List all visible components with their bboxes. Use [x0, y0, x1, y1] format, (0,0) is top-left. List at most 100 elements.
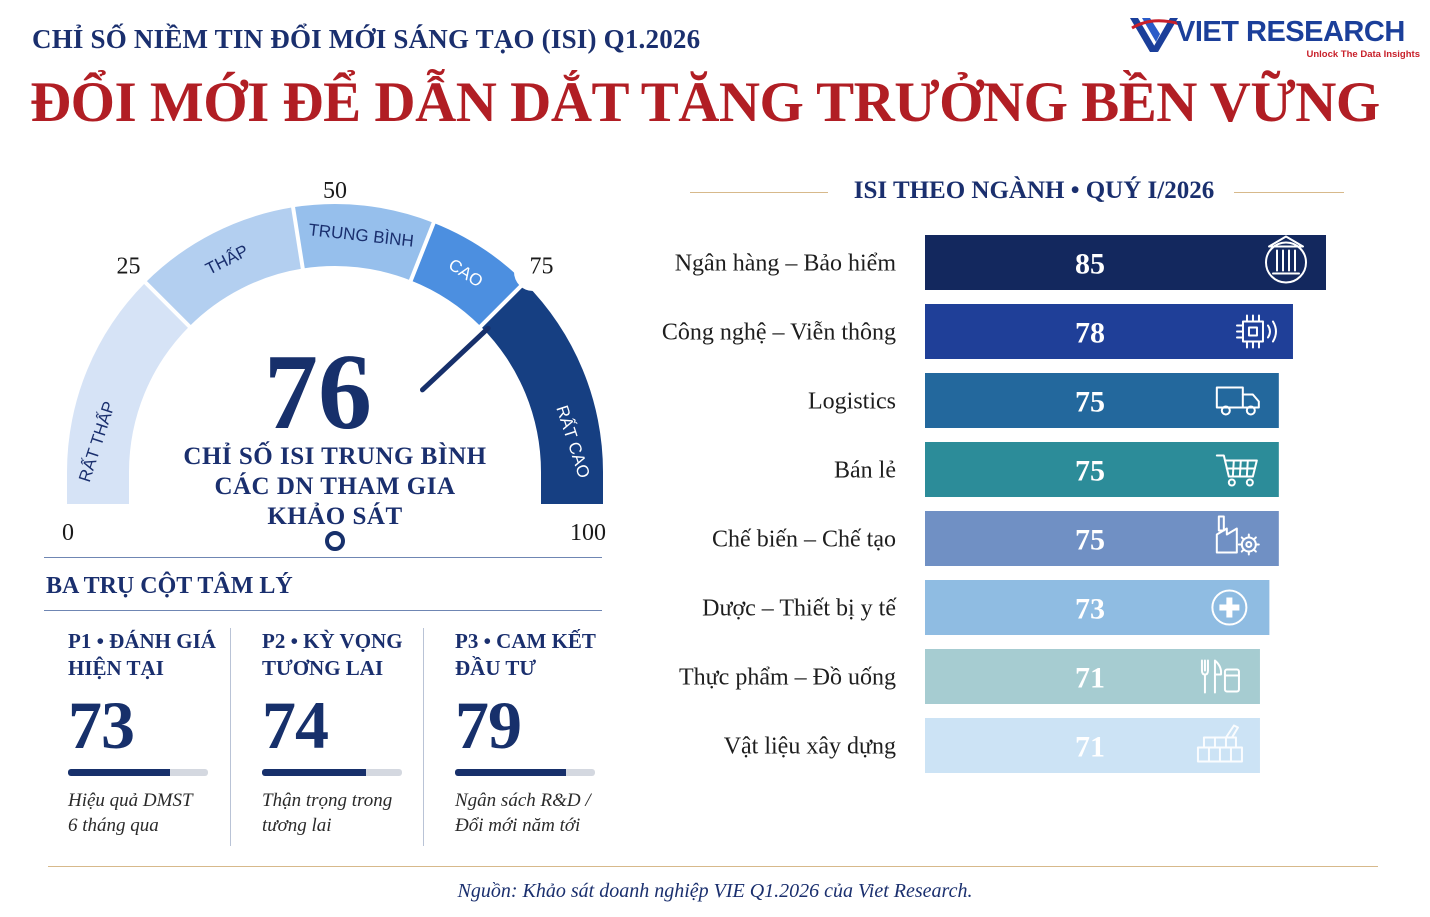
pillar-label: P2 • KỲ VỌNG TƯƠNG LAI: [262, 628, 430, 682]
bar-value-label: 78: [1075, 317, 1105, 350]
chip-icon: [1235, 314, 1277, 349]
gauge-band-0: [67, 282, 190, 504]
gauge-tick-halo: [513, 253, 552, 292]
bar-row: Công nghệ – Viễn thông 78: [662, 304, 1293, 359]
cart-icon: [1215, 454, 1258, 487]
pillar-note: Thận trọng trong tương lai: [262, 788, 392, 838]
gauge-tick-50: 50: [323, 178, 347, 204]
gauge-band-separator: [478, 280, 527, 329]
gauge-band-3: [410, 222, 525, 327]
bar: [925, 442, 1279, 497]
gauge-description-line-3: KHẢO SÁT: [267, 502, 402, 530]
factory-icon: [1215, 515, 1260, 556]
bar-row: Ngân hàng – Bảo hiểm 85: [675, 235, 1326, 290]
section-divider: [44, 557, 602, 558]
gauge-band-separator: [408, 221, 436, 283]
pillar-divider: [230, 628, 231, 846]
bar-category-label: Logistics: [808, 389, 896, 415]
bar-value-label: 75: [1075, 386, 1105, 419]
gauge-value: 76: [264, 333, 372, 452]
bar-value-label: 75: [1075, 524, 1105, 557]
bar-category-label: Bán lẻ: [834, 458, 896, 484]
gauge-band-2: [293, 204, 434, 281]
pillar-note-line-2: tương lai: [262, 815, 332, 836]
pillar-label-line-1: P2 • KỲ VỌNG: [262, 629, 403, 653]
pillar-note: Hiệu quả DMST 6 tháng qua: [68, 788, 193, 838]
pillar-1: P1 • ĐÁNH GIÁ HIỆN TẠI 73 Hiệu quả DMST 6 th…: [68, 628, 236, 848]
sector-title-rule-left: [690, 192, 828, 193]
sector-title-rule-right: [1234, 192, 1344, 193]
bricks-icon: [1196, 724, 1243, 763]
logo: VIET RESEARCH Unlock The Data Insights: [1128, 12, 1424, 62]
pillar-progress-fill: [455, 769, 566, 776]
pillar-divider: [423, 628, 424, 846]
gauge-description-line-1: CHỈ SỐ ISI TRUNG BÌNH: [183, 441, 486, 470]
gauge-marker-dot: [325, 531, 345, 551]
gauge-band-separator: [290, 205, 305, 270]
pillar-note: Ngân sách R&D / Đổi mới năm tới: [455, 788, 591, 838]
bar: [925, 304, 1293, 359]
logo-tagline: Unlock The Data Insights: [1306, 49, 1421, 60]
bar-row: Dược – Thiết bị y tế 73: [702, 580, 1270, 635]
bar: [925, 373, 1279, 428]
pillar-progress-track: [68, 769, 208, 776]
gauge-tick-25: 25: [117, 254, 141, 280]
bar-category-label: Dược – Thiết bị y tế: [702, 596, 897, 622]
gauge-tick-100: 100: [570, 520, 606, 546]
pillar-value: 79: [455, 687, 522, 763]
pillar-label-line-2: TƯƠNG LAI: [262, 656, 384, 680]
bar: [925, 235, 1326, 290]
pillar-value: 74: [262, 687, 329, 763]
truck-icon: [1215, 386, 1260, 416]
gauge-bands: [67, 204, 603, 504]
pillar-3: P3 • CAM KẾT ĐẦU TƯ 79 Ngân sách R&D / Đổi m…: [455, 628, 623, 848]
fork-cup-icon: [1200, 659, 1240, 694]
pillar-note-line-1: Thận trọng trong: [262, 790, 393, 811]
gauge-needle: [419, 325, 491, 393]
pillar-label-line-1: P1 • ĐÁNH GIÁ: [68, 629, 216, 653]
gauge-tick-75: 75: [529, 254, 553, 280]
logo-v-icon: [1130, 18, 1181, 52]
kicker-title: CHỈ SỐ NIỀM TIN ĐỔI MỚI SÁNG TẠO (ISI) Q…: [32, 24, 701, 54]
pillars-title-rule: [44, 610, 602, 611]
pillar-note-line-2: 6 tháng qua: [68, 815, 159, 836]
bar-value-label: 73: [1075, 593, 1105, 626]
bar: [925, 511, 1279, 566]
headline: ĐỔI MỚI ĐỂ DẪN DẮT TĂNG TRƯỞNG BỀN VỮNG: [30, 71, 1380, 134]
bar-row: Vật liệu xây dựng 71: [724, 718, 1260, 773]
bar-value-label: 75: [1075, 455, 1105, 488]
bank-icon: [1265, 235, 1307, 284]
pillar-progress-track: [262, 769, 402, 776]
pillar-label-line-1: P3 • CAM KẾT: [455, 629, 596, 653]
bar-category-label: Công nghệ – Viễn thông: [662, 320, 896, 346]
pillar-note-line-2: Đổi mới năm tới: [455, 815, 581, 836]
bar-value-label: 71: [1075, 662, 1105, 695]
pillar-progress-track: [455, 769, 595, 776]
bar-category-label: Ngân hàng – Bảo hiểm: [675, 251, 897, 277]
footer-rule: [48, 866, 1378, 867]
pillar-note-line-1: Ngân sách R&D /: [455, 790, 591, 811]
gauge-description-line-2: CÁC DN THAM GIA: [214, 472, 455, 500]
pillar-label: P1 • ĐÁNH GIÁ HIỆN TẠI: [68, 628, 236, 682]
bar-row: Thực phẩm – Đồ uống 71: [679, 649, 1260, 704]
pillars-title: BA TRỤ CỘT TÂM LÝ: [46, 573, 293, 599]
pillar-label-line-2: HIỆN TẠI: [68, 656, 164, 680]
gauge-band-separator: [143, 280, 192, 329]
bar-category-label: Vật liệu xây dựng: [724, 734, 896, 760]
gauge-tick-labels: 0 25 50 75 100: [62, 178, 606, 546]
pillar-2: P2 • KỲ VỌNG TƯƠNG LAI 74 Thận trọng trong t…: [262, 628, 430, 848]
pillar-progress-fill: [262, 769, 366, 776]
sector-chart-title: ISI THEO NGÀNH • QUÝ I/2026: [853, 177, 1215, 204]
pillar-note-line-1: Hiệu quả DMST: [68, 790, 193, 811]
bar-value-label: 71: [1075, 731, 1105, 764]
bar-row: Chế biến – Chế tạo 75: [712, 511, 1279, 566]
bar-category-label: Chế biến – Chế tạo: [712, 527, 896, 553]
sector-bar-chart: Ngân hàng – Bảo hiểm 85 Công nghệ – Viễn t…: [662, 235, 1326, 773]
logo-wordmark: VIET RESEARCH: [1176, 16, 1405, 48]
bar-category-label: Thực phẩm – Đồ uống: [679, 665, 896, 691]
gauge-tick-0: 0: [62, 520, 74, 546]
pillar-label: P3 • CAM KẾT ĐẦU TƯ: [455, 628, 623, 682]
source-note: Nguồn: Khảo sát doanh nghiệp VIE Q1.2026…: [457, 880, 973, 902]
pillar-label-line-2: ĐẦU TƯ: [455, 656, 537, 680]
